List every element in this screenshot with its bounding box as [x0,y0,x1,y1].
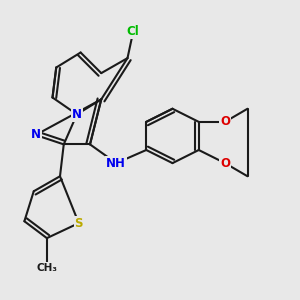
Text: N: N [72,108,82,121]
Text: NH: NH [106,157,126,169]
Text: CH₃: CH₃ [36,263,57,273]
Text: O: O [220,157,230,169]
Text: N: N [31,128,40,142]
Text: O: O [220,116,230,128]
Text: Cl: Cl [127,26,140,38]
Text: S: S [74,217,83,230]
